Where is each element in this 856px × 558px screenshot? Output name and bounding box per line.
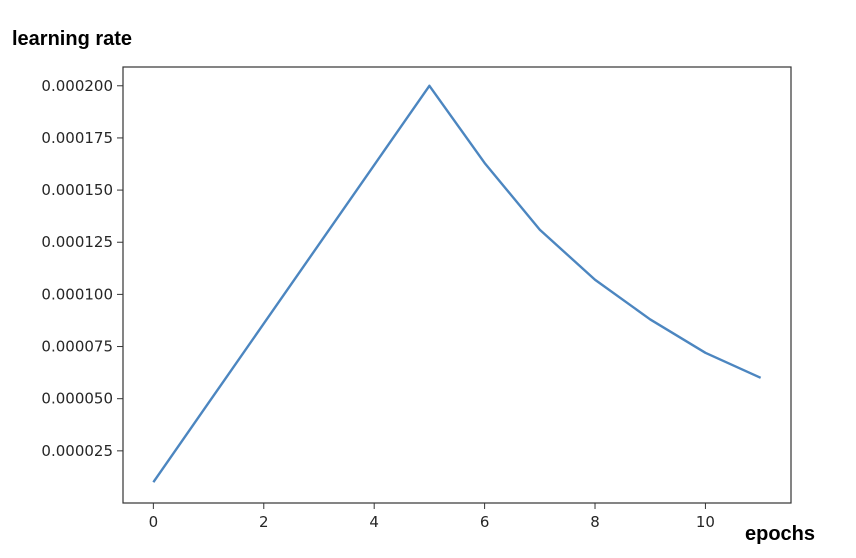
x-tick-label: 6	[480, 513, 490, 531]
y-tick-label: 0.000200	[41, 77, 113, 95]
x-tick-label: 4	[369, 513, 379, 531]
x-tick-label: 2	[259, 513, 269, 531]
y-axis-label: learning rate	[12, 28, 133, 50]
y-tick-label: 0.000100	[41, 285, 113, 303]
x-tick-label: 0	[149, 513, 159, 531]
y-tick-label: 0.000175	[41, 129, 113, 147]
y-tick-label: 0.000125	[41, 233, 113, 251]
y-tick-label: 0.000150	[41, 181, 113, 199]
x-axis-label: epochs	[745, 523, 816, 545]
y-tick-label: 0.000025	[41, 442, 113, 460]
learning-rate-line	[152, 84, 762, 483]
x-tick-label: 10	[696, 513, 715, 531]
y-tick-label: 0.000050	[41, 390, 113, 408]
plot-frame	[122, 66, 792, 504]
y-tick-label: 0.000075	[41, 338, 113, 356]
x-tick-label: 8	[590, 513, 600, 531]
